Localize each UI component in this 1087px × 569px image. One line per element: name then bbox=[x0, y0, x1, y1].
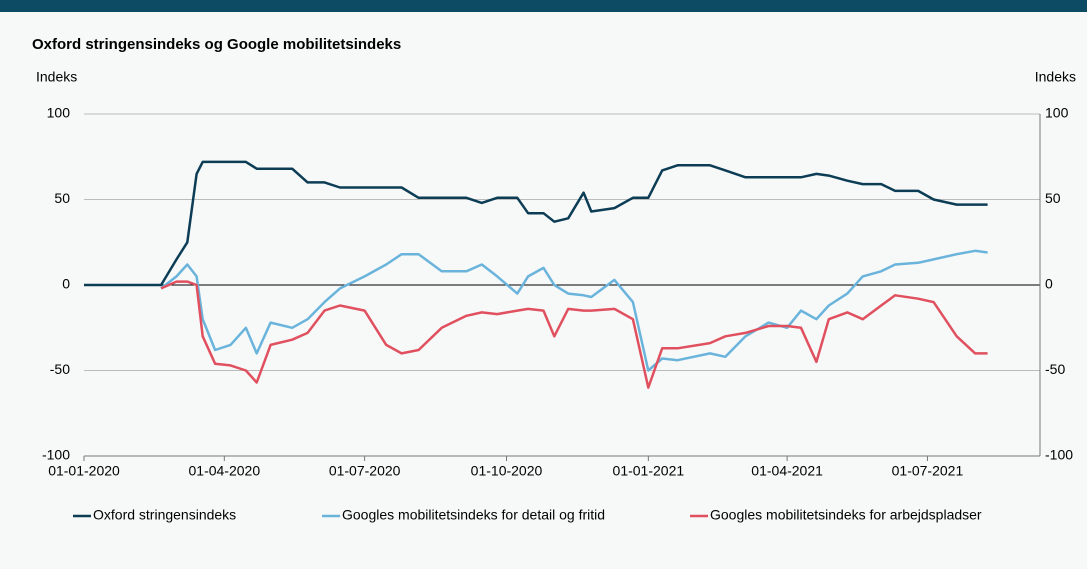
series-line bbox=[160, 280, 988, 389]
x-tick-label: 01-01-2020 bbox=[48, 463, 120, 479]
series-line bbox=[160, 249, 988, 372]
y-tick-label: 50 bbox=[54, 190, 70, 206]
y-tick-label: -50 bbox=[50, 361, 70, 377]
y-axis-label: Indeks bbox=[36, 69, 77, 85]
legend-label: Googles mobilitetsindeks for detail og f… bbox=[342, 507, 605, 523]
y2-tick-label: 0 bbox=[1045, 276, 1053, 292]
y2-tick-label: -50 bbox=[1045, 361, 1065, 377]
y-tick-label: -100 bbox=[42, 447, 70, 463]
x-tick-label: 01-04-2020 bbox=[189, 463, 261, 479]
x-tick-label: 01-10-2020 bbox=[471, 463, 543, 479]
legend-label: Oxford stringensindeks bbox=[93, 507, 236, 523]
x-tick-label: 01-07-2020 bbox=[329, 463, 401, 479]
y2-axis-label: Indeks bbox=[1035, 69, 1076, 85]
x-tick-label: 01-01-2021 bbox=[613, 463, 685, 479]
header-bar bbox=[0, 0, 1087, 12]
series-line bbox=[84, 160, 988, 287]
legend-label: Googles mobilitetsindeks for arbejdsplad… bbox=[710, 507, 982, 523]
chart-title: Oxford stringensindeks og Google mobilit… bbox=[32, 36, 401, 53]
y2-tick-label: 50 bbox=[1045, 190, 1061, 206]
x-tick-label: 01-04-2021 bbox=[751, 463, 823, 479]
y-tick-label: 0 bbox=[62, 276, 70, 292]
y2-tick-label: -100 bbox=[1045, 447, 1073, 463]
y-tick-label: 100 bbox=[47, 105, 71, 121]
x-tick-label: 01-07-2021 bbox=[892, 463, 964, 479]
y2-tick-label: 100 bbox=[1045, 105, 1069, 121]
